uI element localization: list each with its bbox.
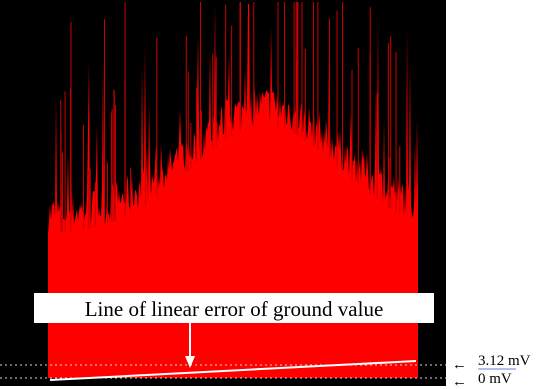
arrow-left: ← xyxy=(452,374,467,389)
scope-figure: Line of linear error of ground value ← ←… xyxy=(0,0,550,389)
upper-level-label: 3.12 mV xyxy=(478,353,531,369)
annotation-label: Line of linear error of ground value xyxy=(85,297,384,321)
lower-level-label: 0 mV xyxy=(478,371,512,387)
arrow-left: ← xyxy=(452,357,467,373)
